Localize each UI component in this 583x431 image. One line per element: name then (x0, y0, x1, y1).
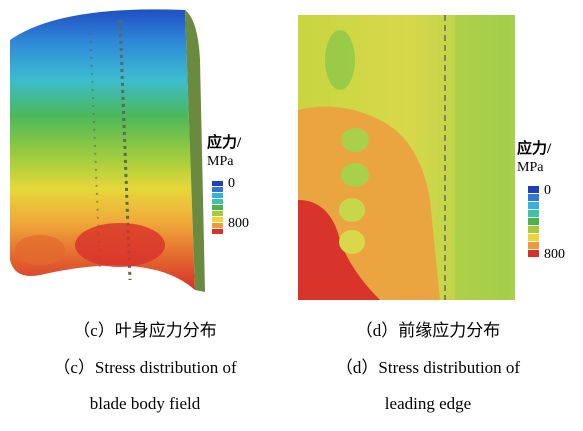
caption-cn: （c）叶身应力分布 (73, 321, 217, 340)
legend-title: 应力/ (207, 133, 242, 151)
leading-edge-image (298, 15, 515, 300)
caption-en: （d）Stress distribution of (336, 358, 521, 377)
caption-en: （c）Stress distribution of (53, 358, 237, 377)
blade-body-image (10, 9, 205, 292)
legend-max: 800 (228, 216, 249, 231)
colorbar (212, 181, 223, 234)
caption-cn: （d）前缘应力分布 (356, 321, 501, 340)
legend: 应力/ MPa 0 800 (517, 139, 565, 262)
legend-min: 0 (544, 183, 551, 198)
caption-en: blade body field (90, 394, 201, 413)
legend-title: 应力/ (517, 139, 552, 157)
caption-en: leading edge (385, 394, 471, 413)
legend-max: 800 (544, 247, 565, 262)
legend-unit: MPa (517, 160, 544, 175)
figure: 应力/ MPa 0 800 应力/ MPa (0, 0, 583, 431)
legend-unit: MPa (207, 154, 234, 169)
legend-min: 0 (228, 176, 235, 191)
colorbar (528, 186, 539, 257)
legend: 应力/ MPa 0 800 (207, 133, 249, 234)
page: 应力/ MPa 0 800 应力/ MPa (0, 0, 583, 431)
